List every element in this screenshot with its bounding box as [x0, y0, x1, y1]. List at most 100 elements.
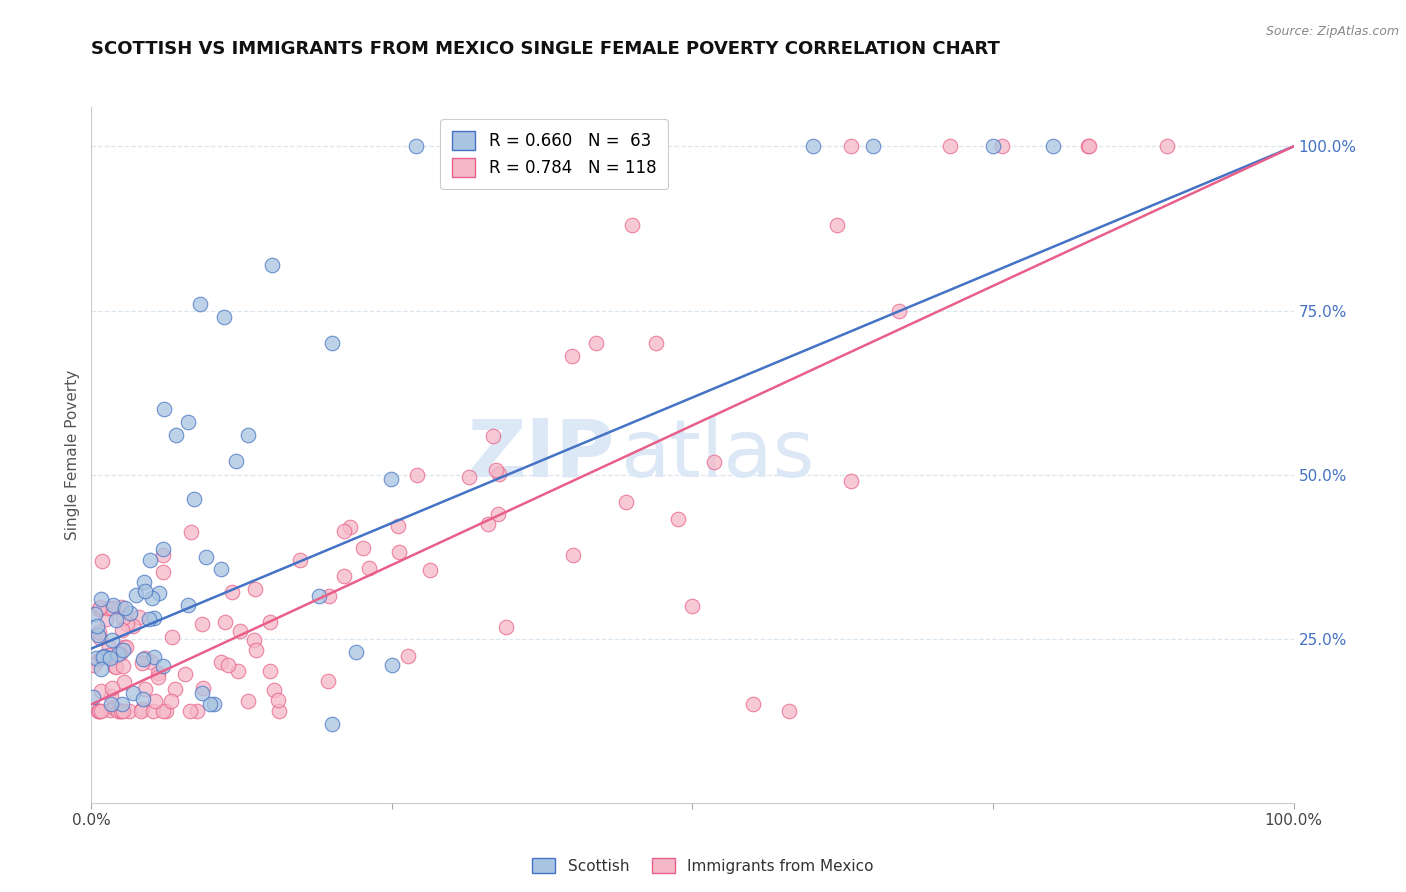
Point	[482, 429, 505, 443]
Point	[112, 675, 135, 690]
Point	[666, 512, 689, 526]
Point	[440, 139, 463, 153]
Point	[118, 606, 141, 620]
Point	[405, 468, 427, 483]
Point	[259, 615, 281, 629]
Point	[887, 304, 910, 318]
Point	[131, 702, 153, 716]
Point	[176, 415, 198, 429]
Point	[614, 495, 637, 509]
Point	[825, 218, 848, 232]
Point	[212, 310, 235, 324]
Point	[388, 545, 411, 559]
Point	[202, 698, 225, 712]
Point	[321, 336, 343, 351]
Point	[152, 548, 174, 562]
Point	[101, 633, 124, 648]
Point	[188, 297, 211, 311]
Point	[245, 643, 267, 657]
Point	[132, 691, 155, 706]
Point	[562, 548, 585, 562]
Point	[186, 704, 208, 718]
Point	[862, 139, 884, 153]
Point	[200, 698, 222, 712]
Point	[134, 584, 156, 599]
Point	[107, 647, 129, 661]
Point	[778, 704, 800, 718]
Point	[991, 139, 1014, 153]
Point	[221, 584, 243, 599]
Point	[183, 492, 205, 507]
Point	[318, 674, 340, 689]
Point	[396, 649, 419, 664]
Point	[152, 542, 174, 557]
Point	[134, 682, 156, 697]
Legend: Scottish, Immigrants from Mexico: Scottish, Immigrants from Mexico	[526, 852, 880, 880]
Point	[477, 516, 499, 531]
Point	[243, 582, 266, 596]
Point	[134, 651, 156, 665]
Point	[191, 685, 214, 699]
Point	[148, 670, 170, 684]
Text: SCOTTISH VS IMMIGRANTS FROM MEXICO SINGLE FEMALE POVERTY CORRELATION CHART: SCOTTISH VS IMMIGRANTS FROM MEXICO SINGL…	[91, 40, 1000, 58]
Point	[561, 139, 583, 153]
Point	[103, 658, 125, 673]
Point	[266, 693, 288, 707]
Point	[114, 600, 136, 615]
Text: ZIP: ZIP	[467, 416, 614, 494]
Point	[165, 428, 187, 442]
Point	[352, 541, 374, 556]
Point	[1078, 139, 1101, 153]
Point	[143, 611, 166, 625]
Point	[267, 704, 290, 718]
Point	[97, 640, 120, 654]
Point	[174, 666, 197, 681]
Point	[89, 632, 111, 646]
Point	[155, 704, 177, 718]
Point	[380, 472, 402, 486]
Point	[83, 658, 105, 673]
Point	[236, 428, 259, 442]
Point	[90, 662, 112, 676]
Point	[357, 561, 380, 575]
Point	[381, 657, 404, 672]
Point	[495, 620, 517, 634]
Point	[101, 601, 124, 615]
Point	[105, 613, 128, 627]
Point	[83, 607, 105, 622]
Point	[209, 562, 232, 576]
Point	[98, 703, 121, 717]
Point	[939, 139, 962, 153]
Point	[86, 654, 108, 668]
Point	[457, 470, 479, 484]
Point	[339, 519, 361, 533]
Point	[138, 611, 160, 625]
Point	[111, 659, 134, 673]
Point	[333, 569, 356, 583]
Point	[91, 554, 114, 568]
Point	[87, 601, 110, 615]
Point	[90, 683, 112, 698]
Point	[100, 698, 122, 712]
Point	[585, 336, 607, 351]
Point	[134, 575, 156, 590]
Text: Source: ZipAtlas.com: Source: ZipAtlas.com	[1265, 25, 1399, 38]
Point	[89, 600, 111, 615]
Point	[96, 601, 118, 615]
Point	[485, 463, 508, 477]
Point	[263, 683, 285, 698]
Point	[143, 649, 166, 664]
Point	[419, 563, 441, 577]
Point	[112, 704, 135, 718]
Point	[981, 139, 1004, 153]
Point	[308, 589, 330, 603]
Point	[318, 589, 340, 603]
Point	[91, 649, 114, 664]
Text: atlas: atlas	[620, 416, 814, 494]
Point	[108, 704, 131, 718]
Point	[1156, 139, 1178, 153]
Point	[228, 664, 250, 678]
Point	[139, 553, 162, 567]
Point	[486, 508, 509, 522]
Point	[125, 588, 148, 602]
